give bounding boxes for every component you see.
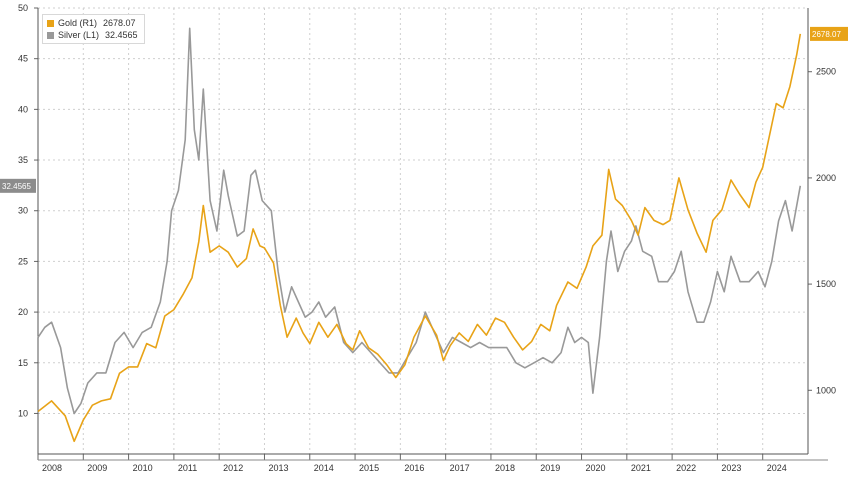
- silver-series-line: [37, 27, 802, 415]
- x-tick-label: 2016: [404, 463, 424, 473]
- plot-area: [38, 8, 808, 454]
- legend-series-name: Silver (L1): [58, 30, 100, 40]
- gold-last-value-label: 2678.07: [812, 30, 841, 39]
- gold-series-line: [37, 33, 802, 443]
- y-right-tick-label: 1500: [816, 279, 836, 289]
- x-tick-label: 2013: [268, 463, 288, 473]
- y-right-tick-label: 2500: [816, 67, 836, 77]
- x-tick-label: 2022: [676, 463, 696, 473]
- series-lines: [37, 27, 802, 443]
- legend-series-name: Gold (R1): [58, 18, 98, 28]
- legend: Gold (R1) 2678.07 Silver (L1) 32.4565: [42, 14, 145, 44]
- x-tick-label: 2009: [87, 463, 107, 473]
- legend-swatch: [47, 19, 54, 27]
- silver-last-value-tag: [0, 178, 36, 193]
- y-left-tick-label: 20: [18, 307, 28, 317]
- y-left-tick-label: 15: [18, 358, 28, 368]
- y-left-tick-label: 30: [18, 206, 28, 216]
- y-left-tick-label: 50: [18, 3, 28, 13]
- x-tick-label: 2012: [223, 463, 243, 473]
- silver-last-value-label: 32.4565: [2, 182, 31, 191]
- grid-lines: [37, 7, 808, 454]
- y-left-tick-label: 10: [18, 408, 28, 418]
- legend-series-value: 2678.07: [103, 18, 136, 28]
- legend-item: Gold (R1) 2678.07: [47, 17, 138, 29]
- legend-series-value: 32.4565: [105, 30, 138, 40]
- x-tick-label: 2008: [42, 463, 62, 473]
- y-right-tick-label: 1000: [816, 385, 836, 395]
- y-left-tick-label: 25: [18, 256, 28, 266]
- x-tick-label: 2023: [721, 463, 741, 473]
- y-left-tick-label: 45: [18, 54, 28, 64]
- x-tick-label: 2019: [540, 463, 560, 473]
- gold-last-value-tag: [810, 26, 848, 41]
- x-tick-label: 2018: [495, 463, 515, 473]
- x-tick-label: 2020: [586, 463, 606, 473]
- last-value-labels: 32.4565 2678.07: [0, 26, 848, 193]
- y-left-tick-label: 35: [18, 155, 28, 165]
- x-tick-label: 2017: [450, 463, 470, 473]
- x-tick-label: 2011: [178, 463, 197, 473]
- y-right-tick-label: 2000: [816, 173, 836, 183]
- legend-item: Silver (L1) 32.4565: [47, 29, 138, 41]
- x-tick-label: 2014: [314, 463, 334, 473]
- x-tick-label: 2010: [133, 463, 153, 473]
- y-left-tick-label: 40: [18, 104, 28, 114]
- x-tick-label: 2015: [359, 463, 379, 473]
- legend-swatch: [47, 31, 54, 39]
- axes: 2008 2009 2010 2011 2012 2013 2014 2015 2016 2017…: [18, 3, 836, 473]
- x-tick-label: 2024: [767, 463, 787, 473]
- x-tick-label: 2021: [631, 463, 651, 473]
